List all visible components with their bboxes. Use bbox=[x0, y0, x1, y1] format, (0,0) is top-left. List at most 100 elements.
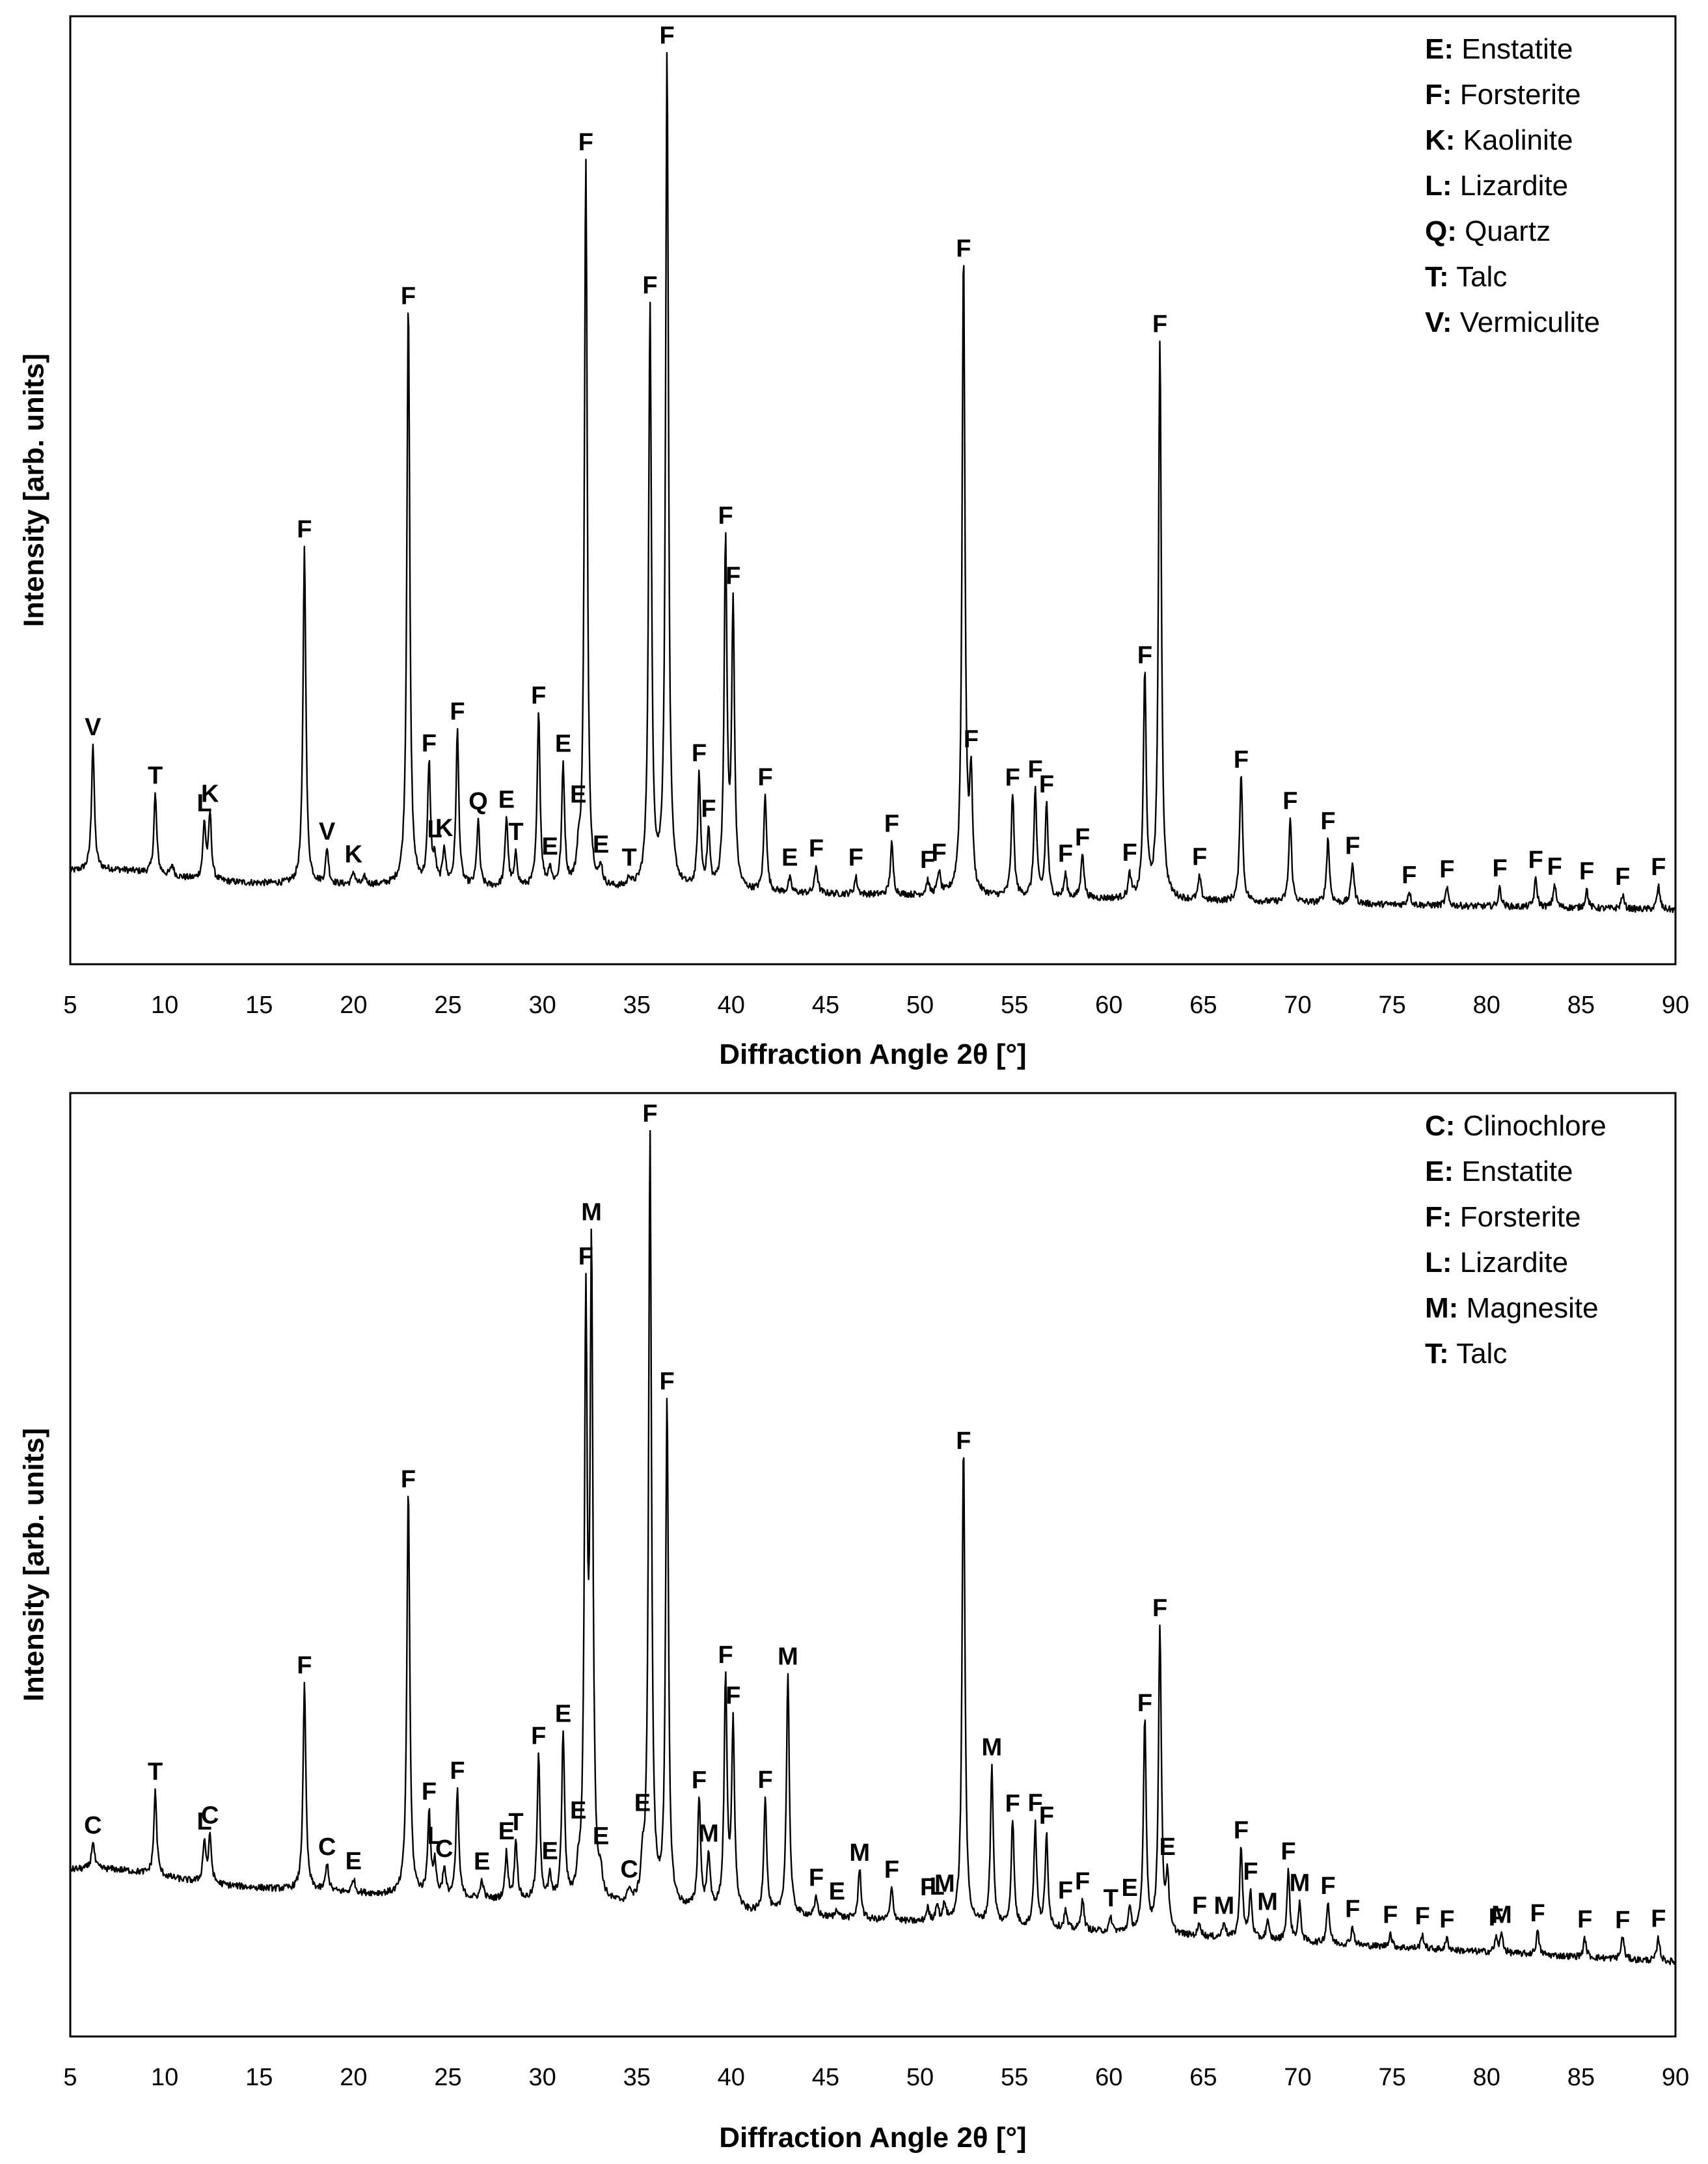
bottom-peak-label-M: M bbox=[1290, 1869, 1310, 1897]
top-legend-mineral: Kaolinite bbox=[1455, 124, 1573, 156]
top-peak-label-F: F bbox=[531, 683, 546, 710]
bottom-peak-label-E: E bbox=[1122, 1874, 1138, 1902]
top-peak-label-F: F bbox=[401, 282, 416, 310]
bottom-legend-code: T: bbox=[1425, 1338, 1449, 1370]
top-peak-label-F: F bbox=[660, 22, 675, 49]
top-peak-label-F: F bbox=[1152, 311, 1167, 338]
top-peak-label-F: F bbox=[1075, 824, 1090, 851]
top-x-tick-label: 20 bbox=[340, 992, 367, 1019]
top-legend-entry: F: Forsterite bbox=[1425, 79, 1581, 111]
top-peak-label-F: F bbox=[1439, 856, 1454, 884]
bottom-x-tick-label: 75 bbox=[1379, 2064, 1406, 2091]
bottom-peak-label-F: F bbox=[725, 1682, 740, 1709]
top-legend-mineral: Talc bbox=[1449, 261, 1508, 293]
bottom-peak-label-F: F bbox=[1281, 1838, 1295, 1865]
bottom-x-tick-label: 10 bbox=[151, 2064, 178, 2091]
top-legend-mineral: Enstatite bbox=[1454, 33, 1573, 65]
top-peak-label-F: F bbox=[1615, 863, 1630, 891]
top-peak-label-K: K bbox=[345, 841, 363, 868]
bottom-peak-label-C: C bbox=[620, 1856, 638, 1883]
bottom-peak-label-F: F bbox=[642, 1100, 657, 1128]
top-peak-label-K: K bbox=[201, 781, 219, 808]
bottom-peak-label-E: E bbox=[634, 1789, 651, 1817]
bottom-x-tick-label: 70 bbox=[1284, 2064, 1311, 2091]
bottom-x-tick-label: 15 bbox=[245, 2064, 273, 2091]
bottom-peak-label-F: F bbox=[1615, 1907, 1630, 1934]
top-peak-label-F: F bbox=[422, 730, 437, 757]
bottom-peak-label-F: F bbox=[692, 1766, 707, 1794]
bottom-x-tick-label: 35 bbox=[623, 2064, 651, 2091]
bottom-legend-mineral: Magnesite bbox=[1458, 1292, 1598, 1324]
bottom-peak-label-F: F bbox=[956, 1427, 971, 1455]
bottom-peak-label-F: F bbox=[1039, 1802, 1054, 1830]
bottom-peak-label-L: L bbox=[197, 1808, 211, 1835]
bottom-peak-label-M: M bbox=[934, 1870, 955, 1897]
bottom-peak-label-T: T bbox=[148, 1759, 163, 1786]
top-peak-label-F: F bbox=[1547, 854, 1562, 881]
bottom-peak-label-F: F bbox=[422, 1778, 437, 1806]
bottom-x-tick-label: 80 bbox=[1473, 2064, 1500, 2091]
bottom-peak-label-F: F bbox=[1137, 1690, 1152, 1717]
bottom-peak-label-E: E bbox=[542, 1838, 558, 1865]
top-legend-mineral: Quartz bbox=[1457, 215, 1551, 247]
bottom-legend-entry: C: Clinochlore bbox=[1425, 1110, 1606, 1142]
top-x-tick-label: 85 bbox=[1567, 992, 1595, 1019]
top-y-axis-label: Intensity [arb. units] bbox=[18, 353, 50, 627]
bottom-peak-label-F: F bbox=[1243, 1858, 1258, 1886]
top-legend-entry: E: Enstatite bbox=[1425, 33, 1573, 65]
bottom-legend-mineral: Enstatite bbox=[1454, 1156, 1573, 1187]
top-peak-label-E: E bbox=[570, 781, 586, 808]
bottom-peak-label-E: E bbox=[498, 1818, 515, 1845]
top-x-tick-label: 25 bbox=[434, 992, 461, 1019]
bottom-x-tick-label: 85 bbox=[1567, 2064, 1595, 2091]
top-legend-entry: L: Lizardite bbox=[1425, 170, 1568, 202]
top-peak-label-F: F bbox=[884, 810, 899, 837]
bottom-peak-label-F: F bbox=[920, 1874, 935, 1901]
bottom-peak-label-F: F bbox=[450, 1757, 465, 1785]
top-x-tick-label: 75 bbox=[1379, 992, 1406, 1019]
top-peak-label-V: V bbox=[85, 714, 102, 741]
top-x-tick-label: 15 bbox=[245, 992, 273, 1019]
bottom-x-tick-label: 65 bbox=[1189, 2064, 1217, 2091]
top-x-tick-label: 60 bbox=[1095, 992, 1122, 1019]
bottom-legend-mineral: Lizardite bbox=[1452, 1247, 1569, 1278]
top-legend-code: E: bbox=[1425, 33, 1454, 65]
bottom-diffraction-trace bbox=[70, 1129, 1677, 1966]
top-diffraction-trace bbox=[69, 51, 1676, 913]
bottom-legend-entry: M: Magnesite bbox=[1425, 1292, 1599, 1324]
bottom-legend-code: C: bbox=[1425, 1110, 1455, 1142]
bottom-peak-label-F: F bbox=[531, 1722, 546, 1750]
top-peak-label-F: F bbox=[718, 502, 733, 530]
top-peak-label-E: E bbox=[555, 731, 571, 758]
bottom-x-tick-label: 50 bbox=[906, 2064, 934, 2091]
bottom-peak-label-F: F bbox=[1651, 1905, 1666, 1932]
top-peak-label-K: K bbox=[435, 815, 454, 842]
top-legend-code: Q: bbox=[1425, 215, 1457, 247]
bottom-legend-mineral: Clinochlore bbox=[1455, 1110, 1606, 1142]
top-legend-entry: K: Kaolinite bbox=[1425, 124, 1573, 156]
bottom-peak-label-C: C bbox=[201, 1802, 219, 1829]
bottom-peak-label-E: E bbox=[570, 1797, 586, 1824]
top-peak-label-L: L bbox=[427, 816, 442, 843]
bottom-peak-label-E: E bbox=[593, 1823, 609, 1850]
bottom-peak-label-L: L bbox=[427, 1822, 442, 1850]
top-peak-label-F: F bbox=[1039, 771, 1054, 798]
bottom-peak-label-F: F bbox=[1383, 1902, 1398, 1929]
bottom-peak-label-M: M bbox=[1214, 1892, 1235, 1919]
top-x-tick-label: 80 bbox=[1473, 992, 1500, 1019]
top-peak-label-F: F bbox=[1192, 843, 1207, 871]
bottom-peak-label-M: M bbox=[1257, 1888, 1278, 1915]
top-peak-label-F: F bbox=[701, 796, 716, 823]
top-x-tick-label: 90 bbox=[1662, 992, 1689, 1019]
bottom-peak-label-F: F bbox=[1234, 1817, 1249, 1845]
top-chart: 5 10 15 20 25 30 35 40 45 50 55 60 65 70 75 80 85 90 Diffr… bbox=[18, 15, 1689, 1070]
bottom-peak-label-F: F bbox=[1027, 1790, 1042, 1817]
bottom-plot-frame bbox=[69, 1092, 1677, 2038]
top-peak-label-E: E bbox=[542, 833, 558, 860]
bottom-peak-label-E: E bbox=[555, 1701, 571, 1728]
bottom-peak-label-F: F bbox=[1320, 1873, 1335, 1900]
bottom-x-tick-label: 40 bbox=[718, 2064, 745, 2091]
top-peak-label-F: F bbox=[1492, 855, 1507, 882]
top-legend-entry: Q: Quartz bbox=[1425, 215, 1551, 247]
